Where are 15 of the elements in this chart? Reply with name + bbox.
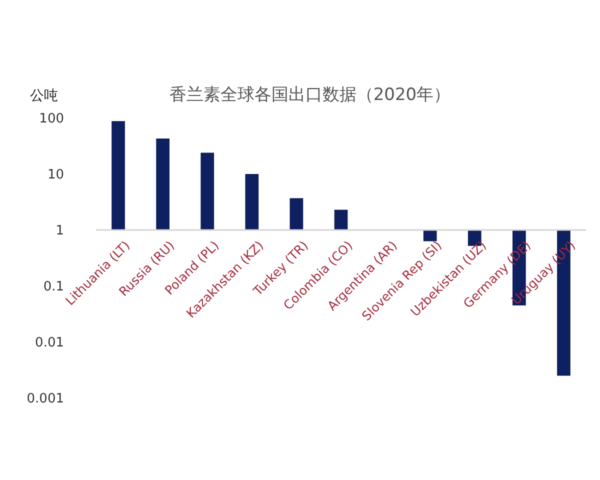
- bar: [200, 152, 214, 230]
- chart-title: 香兰素全球各国出口数据（2020年）: [169, 85, 451, 105]
- y-tick-label: 0.1: [43, 280, 64, 295]
- bar: [245, 174, 259, 230]
- bar: [423, 230, 437, 242]
- bar: [290, 198, 304, 230]
- y-tick-label: 0.001: [26, 392, 64, 407]
- y-tick-label: 100: [39, 112, 64, 127]
- y-tick-label: 1: [56, 224, 64, 239]
- y-tick-label: 10: [47, 168, 64, 183]
- y-tick-label: 0.01: [35, 336, 64, 351]
- bar: [112, 121, 125, 230]
- y-axis-title: 公吨: [30, 88, 58, 104]
- bar: [156, 138, 170, 230]
- bar: [334, 210, 348, 230]
